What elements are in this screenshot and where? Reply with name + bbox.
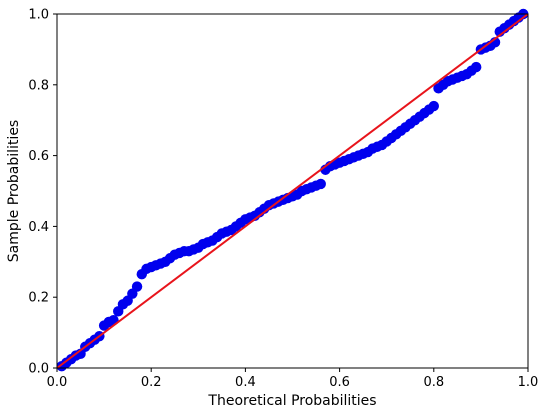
y-tick-label: 0.8 <box>28 78 49 93</box>
data-point <box>470 61 482 73</box>
x-tick-label: 1.0 <box>518 375 539 390</box>
x-tick-label: 0.8 <box>423 375 444 390</box>
plot-frame <box>56 13 529 369</box>
y-tick-label: 1.0 <box>28 8 49 23</box>
reference-line <box>56 13 529 369</box>
data-point <box>131 281 143 292</box>
data-point <box>315 178 326 190</box>
sample-points <box>56 8 529 372</box>
y-tick-label: 0.4 <box>28 220 49 235</box>
y-tick-label: 0.2 <box>28 291 49 306</box>
data-point <box>428 100 439 112</box>
x-tick-label: 0.0 <box>47 375 68 390</box>
y-tick-label: 0.0 <box>28 362 49 377</box>
y-tick-label: 0.6 <box>28 149 49 164</box>
x-axis-label: Theoretical Probabilities <box>207 393 376 409</box>
x-tick-label: 0.4 <box>235 375 256 390</box>
axis-ticks: 0.0 0.2 0.4 0.6 0.8 1.0 0.0 0.2 0.4 0.6 0.8 1.0 <box>28 8 538 391</box>
y-axis-label: Sample Probabilities <box>6 120 22 262</box>
x-tick-label: 0.6 <box>329 375 350 390</box>
x-tick-label: 0.2 <box>141 375 162 390</box>
